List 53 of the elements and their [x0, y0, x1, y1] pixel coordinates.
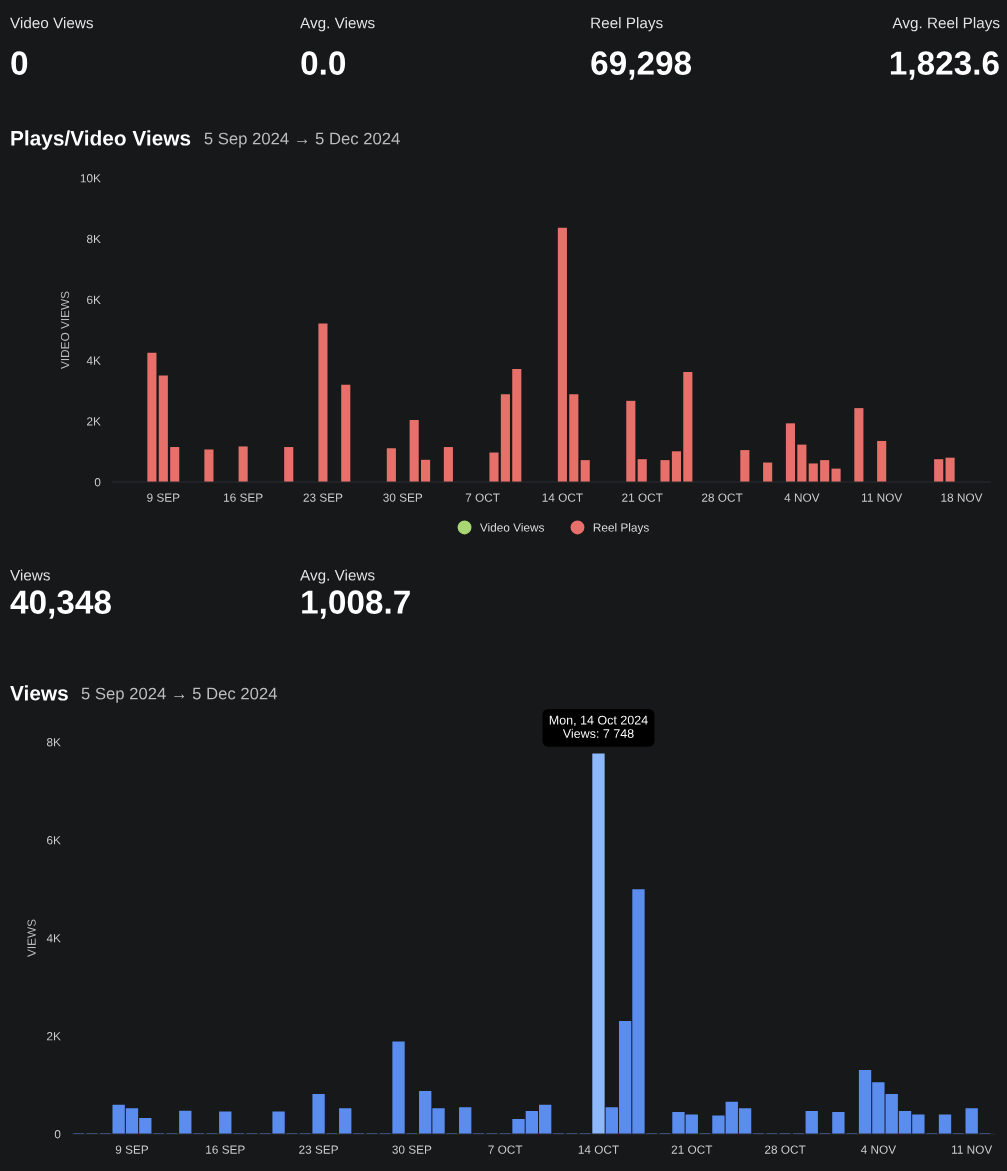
- y-tick-label: 2K: [87, 417, 101, 426]
- x-tick-label: 28 OCT: [765, 1145, 806, 1154]
- y-tick-label: 4K: [86, 356, 101, 365]
- chart-title: Views: [10, 685, 68, 701]
- text: 40,348: [10, 590, 111, 619]
- y-tick-label: 6K: [87, 295, 101, 304]
- text: 1,008.7: [302, 590, 410, 619]
- legend-label: Reel Plays: [593, 523, 649, 535]
- x-tick-label: 14 OCT: [542, 493, 583, 502]
- chart-subtitle: 5 Sep 2024 → 5 Dec 2024: [81, 687, 277, 703]
- x-tick-label: 23 SEP: [299, 1145, 338, 1154]
- x-tick-label: 16 SEP: [206, 1145, 245, 1154]
- x-tick-label: 7 OCT: [488, 1145, 523, 1154]
- x-tick-label: 4 NOV: [860, 1145, 897, 1154]
- text: 0.0: [301, 51, 346, 75]
- text: Avg. Reel Plays: [892, 17, 1000, 32]
- x-tick-label: 16 SEP: [224, 493, 263, 502]
- x-tick-label: 21 OCT: [622, 493, 663, 502]
- y-tick-label: 2K: [47, 1032, 61, 1041]
- y-axis-title: VIDEO VIEWS: [60, 291, 70, 369]
- x-tick-label: 23 SEP: [303, 493, 343, 502]
- text: 1,823.6: [890, 51, 999, 80]
- annotation: Mon, 14 Oct 2024 Views: 7 748: [549, 715, 648, 738]
- text: Video Views: [10, 17, 93, 29]
- x-tick-label: 30 SEP: [392, 1145, 432, 1154]
- chart-subtitle: 5 Sep 2024 → 5 Dec 2024: [204, 132, 400, 148]
- legend-label: Video Views: [479, 523, 545, 532]
- y-tick-label: 4K: [46, 934, 61, 943]
- text: Avg. Views: [300, 569, 375, 584]
- x-tick-label: 4 NOV: [784, 493, 820, 502]
- x-tick-label: 14 OCT: [578, 1145, 619, 1154]
- x-tick-label: 30 SEP: [383, 493, 423, 502]
- x-tick-label: 11 NOV: [952, 1145, 993, 1154]
- x-tick-label: 28 OCT: [701, 493, 743, 502]
- y-tick-label: 0: [54, 1130, 61, 1139]
- text: Avg. Views: [300, 17, 375, 32]
- y-tick-label: 0: [94, 478, 101, 487]
- y-tick-label: 6K: [47, 836, 61, 845]
- y-tick-label: 10K: [80, 174, 101, 183]
- x-tick-label: 9 SEP: [115, 1145, 149, 1154]
- text: Views: [10, 569, 50, 581]
- x-tick-label: 7 OCT: [465, 493, 500, 502]
- x-tick-label: 9 SEP: [147, 493, 180, 502]
- x-tick-label: 21 OCT: [671, 1145, 713, 1154]
- y-tick-label: 8K: [86, 234, 101, 244]
- x-tick-label: 18 NOV: [941, 493, 983, 502]
- text: 0: [11, 51, 28, 75]
- text: Reel Plays: [591, 17, 663, 32]
- y-tick-label: 8K: [46, 738, 61, 747]
- x-tick-label: 11 NOV: [862, 493, 903, 502]
- text: 69,298: [591, 51, 692, 80]
- chart-title: Plays/Video Views: [11, 130, 191, 150]
- y-axis-title: VIEWS: [27, 919, 36, 957]
